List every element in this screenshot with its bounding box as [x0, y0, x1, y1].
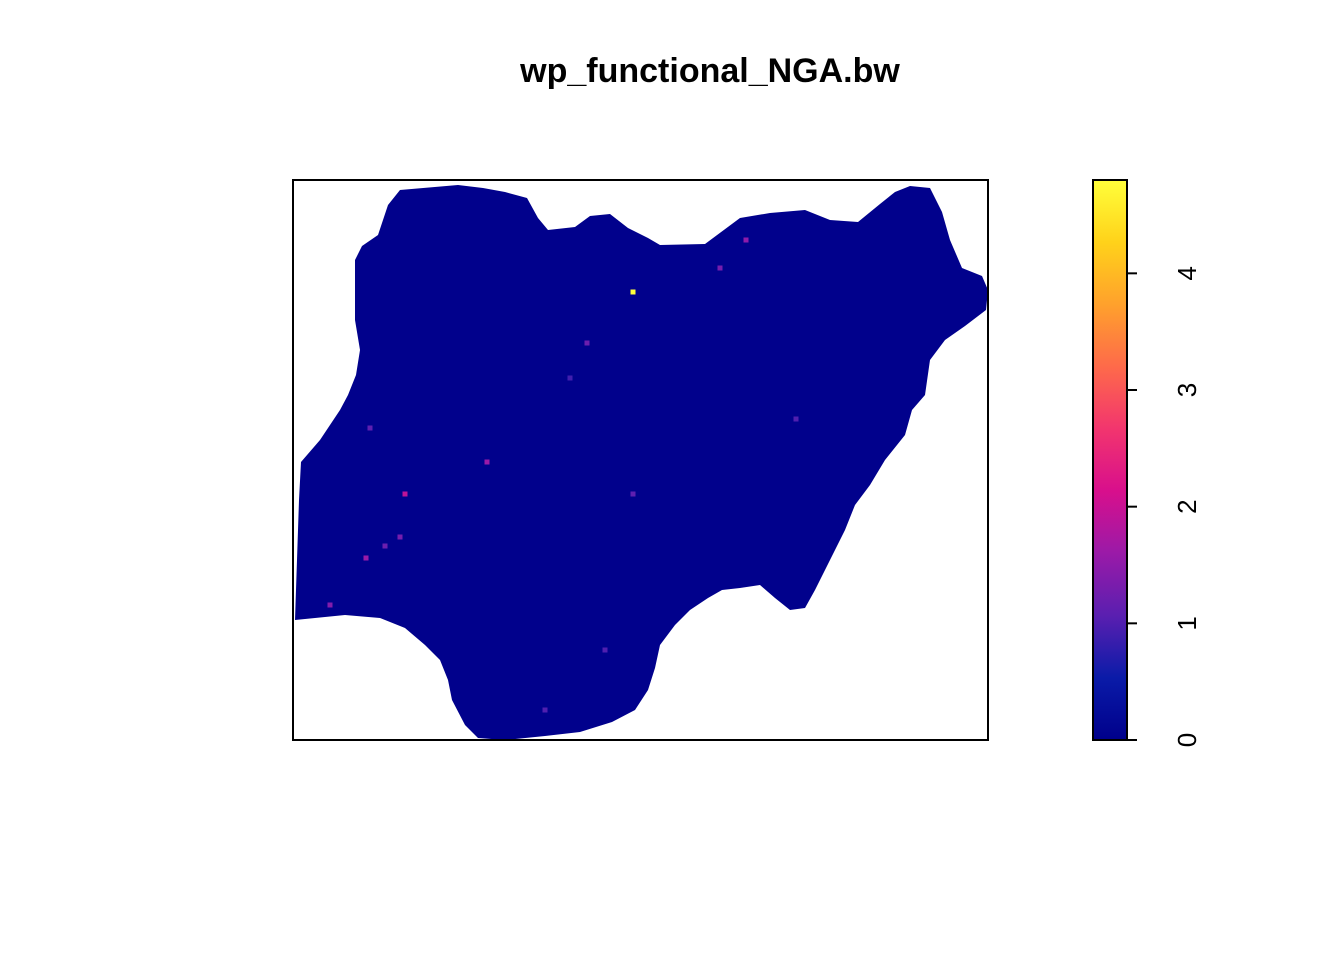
map-panel: [292, 179, 989, 741]
plot-title: wp_functional_NGA.bw: [520, 52, 900, 90]
hotspot-cell: [484, 459, 490, 465]
hotspot-cell: [717, 265, 723, 271]
hotspot-cell: [327, 602, 333, 608]
legend-tick-label: 0: [1172, 733, 1202, 747]
map-frame: [292, 179, 989, 741]
legend-ticks: 0 1 2 3 4: [1127, 266, 1202, 747]
hotspot-cell: [397, 534, 403, 540]
legend-tick-label: 4: [1172, 266, 1202, 280]
nigeria-raster: [295, 185, 988, 740]
hotspot-cell: [367, 425, 373, 431]
legend-colorbar: [1092, 179, 1128, 741]
hotspot-cell: [602, 647, 608, 653]
hotspot-cell: [567, 375, 573, 381]
legend-tick-label: 2: [1172, 499, 1202, 513]
hotspot-cell: [542, 707, 548, 713]
hotspot-cell: [630, 491, 636, 497]
legend-tick-label: 3: [1172, 383, 1202, 397]
hotspot-cell: [630, 289, 636, 295]
hotspot-cell: [382, 543, 388, 549]
color-legend: 0 1 2 3 4: [1092, 179, 1202, 747]
hotspot-cell: [363, 555, 369, 561]
hotspot-cell: [743, 237, 749, 243]
hotspot-layer: [327, 237, 799, 713]
legend-tick-label: 1: [1172, 616, 1202, 630]
hotspot-cell: [793, 416, 799, 422]
hotspot-cell: [584, 340, 590, 346]
hotspot-cell: [402, 491, 408, 497]
